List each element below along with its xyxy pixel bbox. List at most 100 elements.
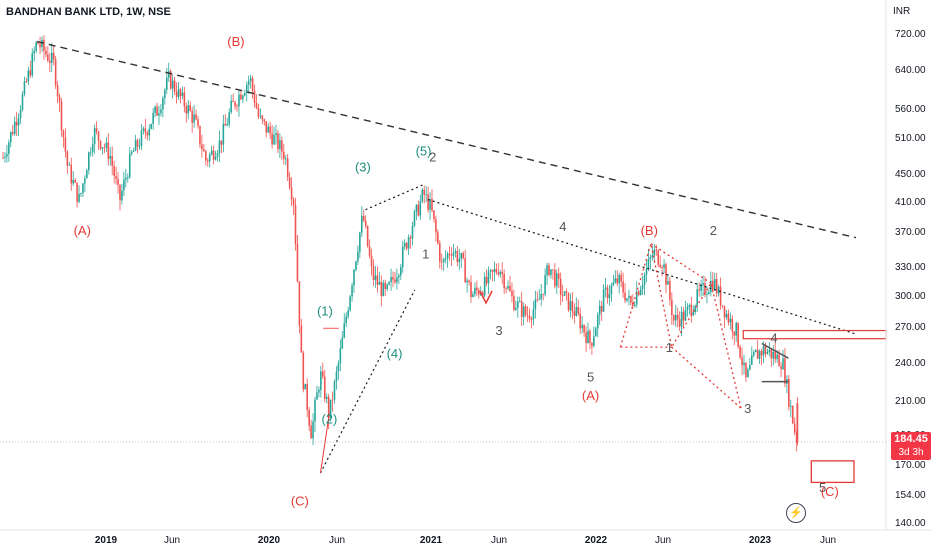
candle [448,246,451,261]
bar-countdown: 3d 3h [898,447,924,458]
candle [99,140,102,151]
channel-lower-dotted[interactable] [319,289,416,474]
candle [82,182,84,197]
wave-a-2021-label: (A) [582,388,599,403]
candle [700,279,702,297]
harmonic-pattern[interactable] [619,243,742,409]
candle [107,133,110,166]
candle [731,315,734,340]
wave-2-marker[interactable] [319,413,330,474]
candle [173,76,176,95]
candle [446,251,449,268]
candle [80,192,82,197]
candle [257,103,260,120]
candle [185,102,188,123]
wave-2-2020-label: (2) [321,411,337,426]
candle [162,95,164,118]
candle [201,134,203,158]
candle [160,103,162,117]
channel-upper-dotted[interactable] [365,184,424,211]
candle [148,124,151,141]
candle [255,94,258,110]
price-tick-label: 270.00 [895,322,926,333]
candle [380,275,383,307]
candle [31,48,34,78]
candle [478,287,480,299]
candle [729,312,732,330]
price-tick-label: 370.00 [895,227,926,238]
candle [491,269,494,282]
candle [793,417,796,436]
price-axis-unit: INR [893,6,910,17]
candle [127,173,129,183]
candle [522,302,525,326]
candle [466,277,468,293]
candle [774,341,776,364]
target-box[interactable] [810,460,855,484]
candle [552,269,554,280]
candle [682,307,685,328]
candle [401,240,404,273]
candle [197,115,199,129]
candle [470,275,472,303]
candle [719,277,722,310]
candle [208,152,211,168]
candle [345,312,347,328]
candle [290,177,293,206]
candle [325,393,328,404]
candle [234,100,236,110]
candle [403,239,406,250]
candle [216,150,219,162]
candle [361,206,363,237]
trendline-long-dashed[interactable] [36,40,857,239]
candle [277,130,279,154]
candle [366,225,369,248]
candle [663,258,665,274]
candle [370,248,373,276]
candles [2,35,799,452]
price-tick-label: 560.00 [895,104,926,115]
symbol-title: BANDHAN BANK LTD, 1W, NSE [6,6,171,18]
harmonic-leg[interactable] [671,346,742,409]
price-axis[interactable]: 720.00 640.00 560.00 510.00 450.00 410.00 370.… [895,29,926,529]
candle [751,346,753,365]
candle [152,107,154,130]
candle [15,111,18,137]
candle [4,152,6,163]
candle [721,305,724,309]
candle [119,184,121,211]
candle [267,123,269,133]
wave-b-2019-label: (B) [227,34,244,49]
harmonic-top[interactable] [650,243,712,284]
price-tick-label: 410.00 [895,197,926,208]
candle [571,292,574,320]
candle [556,269,558,294]
candle [431,189,433,213]
lightning-icon[interactable]: ⚡ [786,503,806,523]
time-tick-label: Jun [329,535,345,546]
candle [242,93,244,103]
candle [717,284,720,297]
time-axis[interactable]: 2019 Jun 2020 Jun 2021 Jun 2022 Jun 2023 Jun [95,535,836,546]
candle [283,143,285,165]
candle [171,74,174,99]
candle [230,94,232,114]
wave-2-2021-label: 2 [429,150,436,165]
time-tick-label: 2020 [258,535,281,546]
triangle-upper[interactable] [761,342,789,359]
candle [378,271,381,285]
candle [741,347,743,375]
candle [752,350,755,358]
candle [772,345,775,366]
candle [66,150,69,174]
time-tick-label: 2021 [420,535,443,546]
wave-2-2022-label: 2 [710,223,717,238]
candle [263,118,266,126]
candle [304,383,307,390]
candle [450,246,453,266]
time-tick-label: Jun [820,535,836,546]
candle [688,303,691,315]
candle [637,289,640,297]
